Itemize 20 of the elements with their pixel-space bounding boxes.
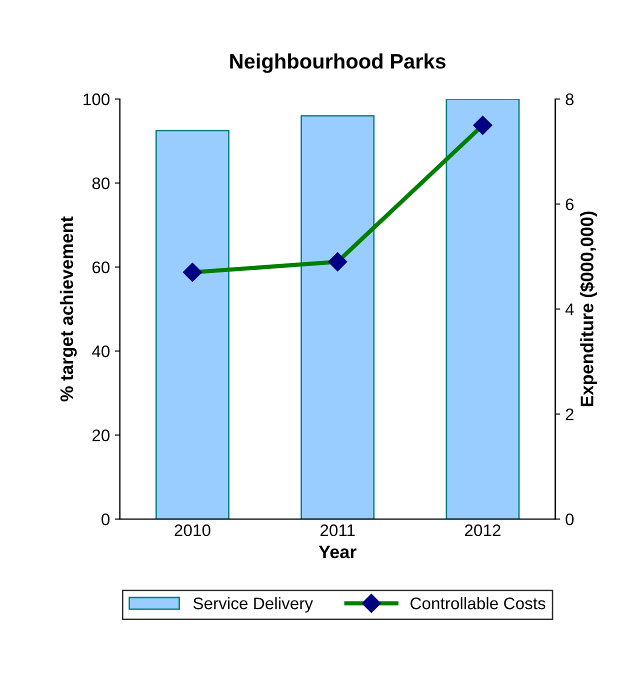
chart-title: Neighbourhood Parks (230, 53, 446, 73)
y-tick-label: 20 (92, 429, 110, 442)
y2-tick-label: 0 (566, 513, 574, 526)
legend-label: Service Delivery (193, 597, 314, 613)
x-axis-title: Year (318, 546, 356, 558)
y-tick-label: 60 (92, 261, 110, 274)
x-tick-label: 2011 (320, 524, 355, 536)
y2-tick-label: 4 (565, 304, 574, 316)
y-tick-label: 40 (92, 345, 110, 358)
y2-tick-label: 2 (566, 408, 574, 420)
y-axis-title: % target achievement (60, 216, 77, 402)
y2-tick-label: 8 (566, 93, 574, 106)
y2-axis-title: Expenditure ($000,000) (580, 212, 597, 406)
y-tick-label: 80 (92, 177, 110, 190)
x-tick-label: 2012 (465, 524, 500, 536)
x-tick-label: 2010 (174, 524, 210, 536)
y-tick-label: 0 (102, 513, 110, 526)
y-tick-label: 100 (84, 93, 110, 106)
y2-tick-label: 6 (566, 198, 574, 210)
legend-label: Controllable Costs (410, 597, 546, 610)
